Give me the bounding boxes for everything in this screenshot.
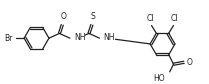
Text: O: O — [187, 58, 193, 67]
Text: NH: NH — [103, 33, 115, 42]
Text: NH: NH — [74, 33, 85, 42]
Text: HO: HO — [153, 74, 165, 83]
Text: Br: Br — [4, 34, 13, 43]
Text: Cl: Cl — [171, 14, 178, 23]
Text: S: S — [90, 13, 95, 22]
Text: Cl: Cl — [147, 14, 154, 23]
Text: O: O — [60, 13, 66, 22]
